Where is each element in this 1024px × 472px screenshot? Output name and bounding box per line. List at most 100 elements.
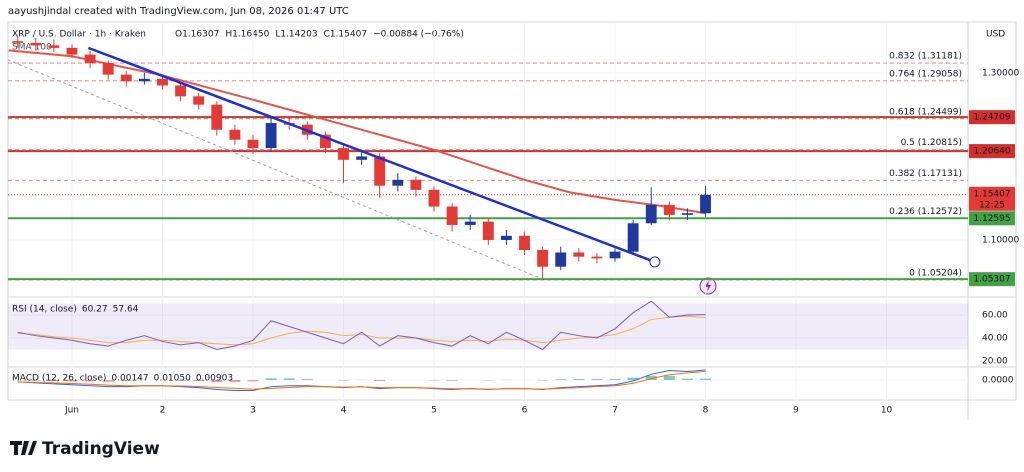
ohlc-value: O1.16307	[175, 30, 219, 40]
price-badge	[969, 110, 1015, 125]
y-tick-label: 40.00	[982, 333, 1008, 343]
macd-signal-line	[17, 370, 706, 390]
y-tick-label: 1.10000	[982, 235, 1019, 245]
x-tick-label: 9	[793, 406, 799, 416]
candle-body	[374, 156, 386, 186]
footer-logo: TradingView	[10, 439, 160, 459]
macd-histogram	[555, 379, 567, 381]
fib-label: 0.5 (1.20815)	[901, 138, 962, 148]
macd-histogram	[66, 380, 78, 382]
brand: TradingView	[42, 439, 160, 459]
ohlc-value: −0.00884 (−0.76%)	[373, 30, 464, 40]
ohlc-value: H1.16450	[225, 30, 269, 40]
macd-histogram	[247, 380, 259, 382]
alert-icon	[699, 277, 717, 295]
candle-body	[573, 252, 585, 257]
candle-body	[645, 204, 657, 224]
macd-histogram	[120, 380, 132, 381]
x-tick-label: 7	[612, 406, 618, 416]
macd-histogram	[609, 379, 621, 381]
candle-body	[211, 104, 223, 130]
macd-legend-value: 0.00903	[196, 374, 233, 384]
x-tick-label: 10	[881, 406, 893, 416]
price-badge	[969, 144, 1015, 159]
macd-histogram	[446, 380, 458, 381]
trendline-handle	[649, 256, 661, 268]
candle-body	[102, 62, 114, 75]
x-tick-label: Jun	[64, 406, 79, 416]
candle-body	[338, 148, 349, 160]
alert-bolt	[705, 280, 711, 292]
candle-body	[700, 194, 711, 214]
macd-histogram	[265, 378, 277, 381]
x-tick-label: 5	[431, 406, 437, 416]
macd-legend-value: 0.01050	[154, 374, 191, 384]
macd-histogram	[102, 380, 114, 382]
ohlc-value: C1.15407	[324, 30, 368, 40]
rsi-band	[8, 303, 968, 350]
candle-body	[175, 85, 187, 97]
fib-label: 0.236 (1.12572)	[889, 207, 962, 217]
rsi-legend-value: 57.64	[113, 305, 139, 315]
candle-body	[265, 123, 277, 149]
candle-body	[356, 156, 368, 160]
candle-body	[410, 179, 422, 190]
currency: USD	[986, 30, 1005, 40]
candle-body	[482, 221, 494, 240]
candle-body	[120, 74, 132, 82]
macd-histogram	[700, 378, 711, 381]
candle-body	[138, 78, 150, 82]
price-badge	[969, 211, 1015, 226]
candle-body	[12, 41, 24, 43]
macd-histogram	[645, 375, 657, 381]
macd-histogram	[84, 380, 96, 382]
fib-label: 0.832 (1.31181)	[889, 52, 962, 62]
fib-label: 0.382 (1.17131)	[889, 169, 962, 179]
logo-mark	[10, 441, 37, 455]
candle-body	[247, 139, 259, 149]
trendline	[87, 46, 656, 264]
macd-histogram	[338, 380, 349, 381]
fib-label: 0.764 (1.29058)	[889, 69, 962, 79]
candle-body	[519, 235, 530, 250]
candle-body	[66, 47, 78, 55]
x-tick-label: 6	[522, 406, 528, 416]
candle-body	[537, 249, 549, 267]
x-tick-label: 2	[160, 406, 166, 416]
symbol: XRP / U.S. Dollar · 1h · Kraken	[12, 30, 146, 40]
macd-histogram	[627, 377, 639, 381]
sma-line	[8, 49, 706, 215]
macd-histogram	[573, 379, 585, 381]
candle-body	[392, 179, 404, 186]
macd-histogram	[374, 380, 386, 381]
candle-body	[193, 96, 205, 105]
last-price-label: 1.15407	[973, 189, 1010, 199]
candle-body	[84, 54, 96, 63]
candle-body	[609, 251, 621, 259]
rsi-title: RSI (14, close)	[12, 305, 77, 315]
macd-histogram	[48, 380, 60, 381]
fib-label: 0.618 (1.24499)	[889, 107, 962, 117]
x-tick-label: 4	[341, 406, 347, 416]
candle-body	[591, 256, 603, 259]
candle-body	[627, 223, 639, 252]
x-tick-label: 8	[703, 406, 709, 416]
rsi-line	[17, 300, 706, 351]
y-tick-label: 60.00	[982, 310, 1008, 320]
price-badge-label: 1.05307	[973, 275, 1010, 285]
y-tick-label: 20.00	[982, 357, 1008, 367]
y-tick-label: 0.0000	[982, 376, 1014, 386]
macd-histogram	[301, 379, 313, 381]
macd-histogram	[591, 379, 603, 381]
credit: aayushjindal created with TradingView.co…	[8, 6, 349, 17]
sma-legend: SMA 100	[12, 43, 52, 53]
fib-label: 0 (1.05204)	[909, 269, 962, 279]
candle-body	[48, 45, 60, 48]
macd-histogram	[682, 378, 693, 381]
candle-body	[446, 206, 458, 225]
legend: XRP / U.S. Dollar · 1h · Kraken SMA 100	[12, 30, 146, 53]
macd-histogram	[663, 375, 675, 381]
macd-histogram	[193, 380, 205, 382]
x-tick-label: 3	[250, 406, 256, 416]
